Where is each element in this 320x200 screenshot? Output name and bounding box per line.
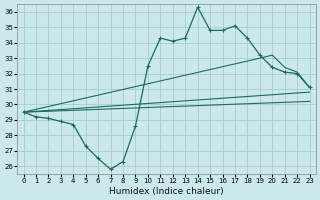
X-axis label: Humidex (Indice chaleur): Humidex (Indice chaleur) <box>109 187 224 196</box>
